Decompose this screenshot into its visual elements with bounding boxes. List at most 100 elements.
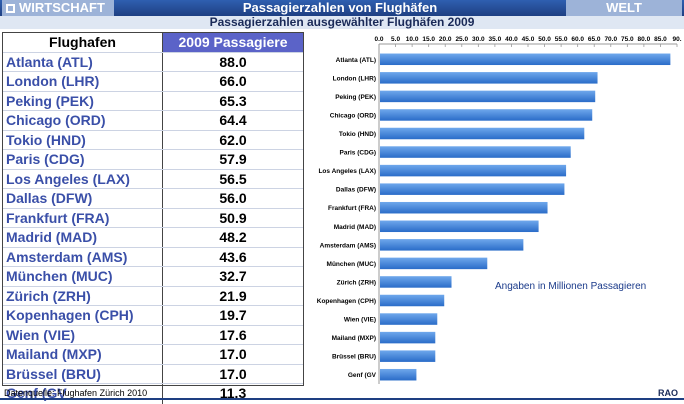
table-row: Mailand (MXP) 17.0 — [3, 345, 303, 365]
passenger-value: 17.0 — [219, 365, 247, 382]
table-row: Chicago (ORD) 64.4 — [3, 111, 303, 131]
passenger-value: 66.0 — [219, 73, 247, 89]
x-tick-label: 25.0 — [455, 36, 468, 43]
logo-square-icon — [6, 4, 15, 13]
table-row: München (MUC) 32.7 — [3, 267, 303, 287]
x-tick-label: 15.0 — [422, 36, 435, 43]
bar — [380, 164, 567, 177]
table-header-row: Flughafen 2009 Passagiere — [3, 33, 303, 53]
passenger-value: 21.9 — [219, 287, 247, 304]
airport-name: Frankfurt (FRA) — [3, 208, 163, 227]
x-tick-label: 10.0 — [406, 36, 419, 43]
x-tick-label: 20.0 — [439, 36, 452, 43]
category-label: Dallas (DFW) — [336, 187, 376, 194]
airport-name: Amsterdam (AMS) — [3, 247, 163, 266]
airport-name: Peking (PEK) — [3, 91, 163, 110]
passenger-value: 57.9 — [219, 151, 247, 167]
table-row: Paris (CDG) 57.9 — [3, 150, 303, 170]
category-label: Brüssel (BRU) — [332, 354, 376, 361]
category-label: Atlanta (ATL) — [336, 57, 376, 64]
airport-name: Dallas (DFW) — [3, 189, 163, 208]
category-label: London (LHR) — [333, 75, 376, 82]
category-label: Chicago (ORD) — [330, 112, 376, 119]
airport-name: Zürich (ZRH) — [3, 286, 163, 305]
category-label: Amsterdam (AMS) — [320, 242, 376, 249]
bar — [380, 257, 488, 270]
passenger-value: 48.2 — [219, 229, 247, 245]
category-label: Madrid (MAD) — [334, 224, 376, 231]
table-row: London (LHR) 66.0 — [3, 72, 303, 92]
category-label: München (MUC) — [327, 261, 376, 268]
x-tick-label: 85.0 — [654, 36, 667, 43]
airport-name: Chicago (ORD) — [3, 111, 163, 130]
x-tick-label: 90. — [672, 36, 681, 43]
bar — [380, 72, 598, 84]
x-tick-label: 40.0 — [505, 36, 518, 43]
column-header-passengers: 2009 Passagiere — [163, 33, 303, 52]
table-row: Frankfurt (FRA) 50.9 — [3, 208, 303, 228]
bar — [380, 331, 436, 344]
table-row: Tokio (HND) 62.0 — [3, 130, 303, 150]
table-row: Madrid (MAD) 48.2 — [3, 228, 303, 248]
x-tick-label: 80.0 — [638, 36, 651, 43]
x-tick-label: 45.0 — [522, 36, 535, 43]
table-row: Atlanta (ATL) 88.0 — [3, 52, 303, 72]
category-label: Genf (GV — [348, 372, 377, 379]
column-header-airport: Flughafen — [3, 33, 163, 52]
chart-subtitle: Passagierzahlen ausgewählter Flughäfen 2… — [0, 16, 684, 29]
category-label: Frankfurt (FRA) — [328, 205, 376, 212]
airport-name: Tokio (HND) — [3, 130, 163, 149]
page-title: Passagierzahlen von Flughäfen — [242, 0, 438, 15]
category-label: Zürich (ZRH) — [337, 279, 376, 286]
bar — [380, 90, 596, 103]
passenger-value: 19.7 — [219, 307, 247, 323]
table-row: Wien (VIE) 17.6 — [3, 325, 303, 345]
airport-name: Kopenhagen (CPH) — [3, 306, 163, 325]
x-tick-label: 35.0 — [489, 36, 502, 43]
bar — [380, 294, 445, 307]
x-tick-label: 75.0 — [621, 36, 634, 43]
airport-name: Wien (VIE) — [3, 325, 163, 344]
bar — [380, 201, 548, 214]
x-tick-label: 65.0 — [588, 36, 601, 43]
source-note: Datenquelle: Flughafen Zürich 2010 — [4, 388, 148, 398]
table-row: Peking (PEK) 65.3 — [3, 91, 303, 111]
table-row: Genf (GV 11.3 — [3, 384, 303, 404]
airport-name: Madrid (MAD) — [3, 228, 163, 247]
table-row: Zürich (ZRH) 21.9 — [3, 286, 303, 306]
credit: RAO — [658, 388, 678, 398]
bar — [380, 146, 571, 158]
airport-name: München (MUC) — [3, 267, 163, 286]
table-row: Dallas (DFW) 56.0 — [3, 189, 303, 209]
category-label: Los Angeles (LAX) — [318, 168, 376, 175]
bar — [380, 220, 539, 233]
x-tick-label: 60.0 — [571, 36, 584, 43]
category-label: Kopenhagen (CPH) — [317, 298, 376, 305]
passenger-value: 11.3 — [219, 385, 247, 401]
airport-name: London (LHR) — [3, 72, 163, 91]
category-label: Mailand (MXP) — [332, 335, 376, 342]
bar — [380, 350, 436, 362]
bar — [380, 109, 593, 121]
brand-right: WELT — [566, 0, 682, 16]
x-tick-label: 55.0 — [555, 36, 568, 43]
table-body: Atlanta (ATL) 88.0 London (LHR) 66.0 Peking … — [3, 52, 303, 404]
airport-name: Los Angeles (LAX) — [3, 169, 163, 188]
airport-table: Flughafen 2009 Passagiere Atlanta (ATL) 8… — [2, 32, 304, 404]
passenger-value: 43.6 — [219, 248, 247, 265]
table-row: Brüssel (BRU) 17.0 — [3, 364, 303, 384]
bar — [380, 183, 565, 195]
passenger-value: 17.6 — [219, 326, 247, 343]
passenger-value: 50.9 — [219, 209, 247, 226]
airport-name: Paris (CDG) — [3, 150, 163, 169]
passenger-value: 32.7 — [219, 268, 247, 284]
passenger-value: 88.0 — [219, 53, 247, 70]
passenger-value: 64.4 — [219, 112, 247, 128]
passenger-value: 56.0 — [219, 190, 247, 206]
table-row: Amsterdam (AMS) 43.6 — [3, 247, 303, 267]
airport-name: Brüssel (BRU) — [3, 364, 163, 383]
bar — [380, 313, 438, 325]
x-tick-label: 0.0 — [374, 36, 383, 43]
x-tick-label: 30.0 — [472, 36, 485, 43]
passenger-value: 17.0 — [219, 346, 247, 362]
